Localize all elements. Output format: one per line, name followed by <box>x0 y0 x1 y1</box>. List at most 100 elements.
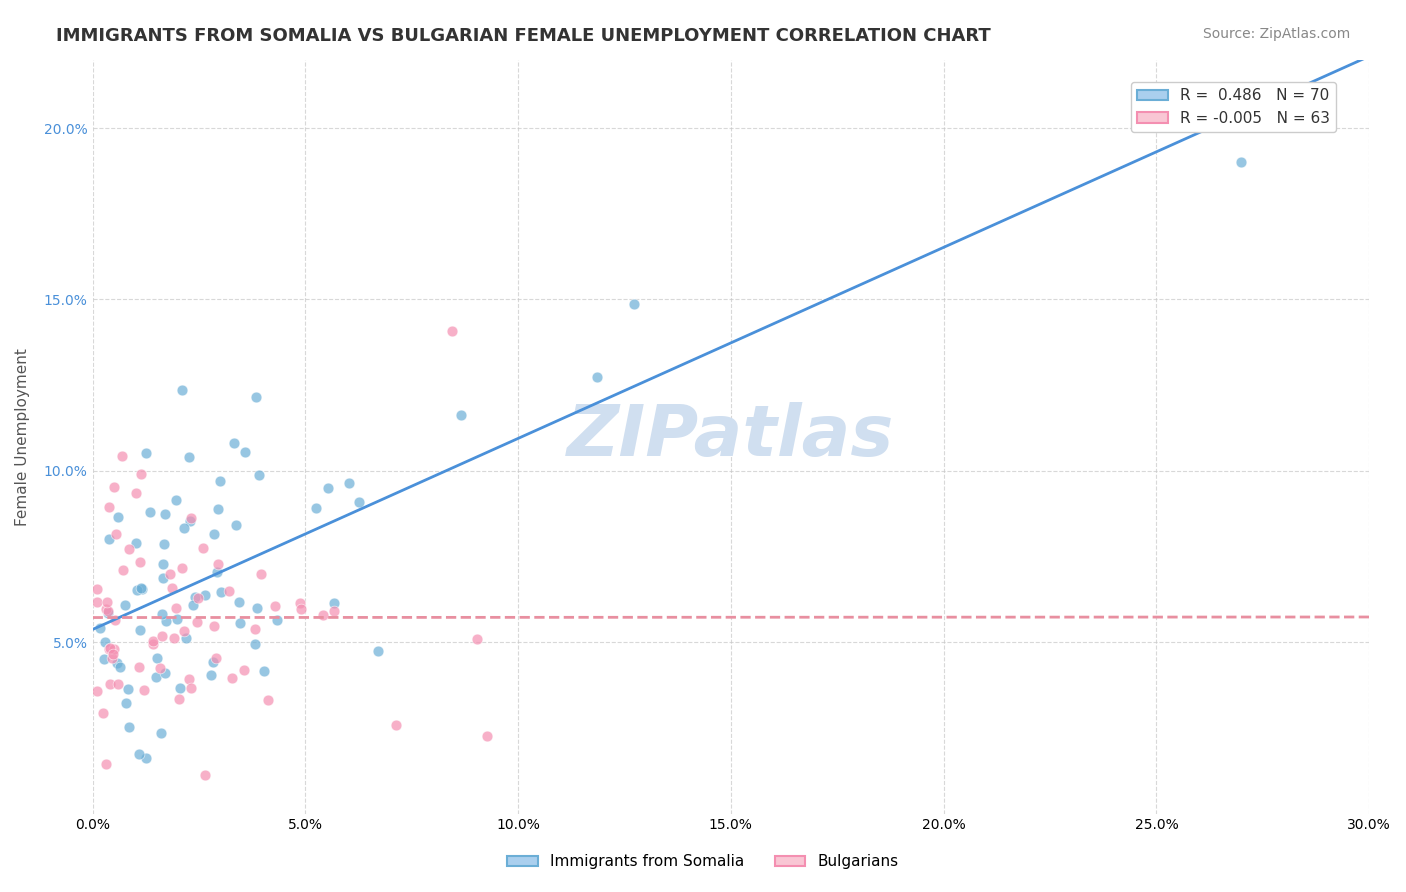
Point <box>205 651 228 665</box>
Point <box>89 621 111 635</box>
Point <box>153 666 176 681</box>
Point <box>118 542 141 557</box>
Point <box>129 624 152 638</box>
Point <box>221 672 243 686</box>
Point <box>86 595 108 609</box>
Point <box>117 682 139 697</box>
Point <box>98 641 121 656</box>
Point <box>202 619 225 633</box>
Point <box>86 683 108 698</box>
Point <box>250 566 273 581</box>
Point <box>209 585 232 599</box>
Point <box>135 751 157 765</box>
Point <box>252 664 274 678</box>
Point <box>108 660 131 674</box>
Point <box>150 725 173 739</box>
Point <box>129 555 152 569</box>
Point <box>218 584 240 599</box>
Point <box>263 599 285 613</box>
Point <box>114 598 136 612</box>
Point <box>129 467 152 481</box>
Point <box>166 612 188 626</box>
Point <box>94 634 117 648</box>
Point <box>146 650 169 665</box>
Point <box>586 370 609 384</box>
Point <box>163 631 186 645</box>
Point <box>172 561 194 575</box>
Point <box>105 526 128 541</box>
Point <box>202 656 225 670</box>
Point <box>194 768 217 782</box>
Point <box>312 607 335 622</box>
Point <box>228 595 250 609</box>
Point <box>318 481 340 495</box>
Point <box>186 615 208 629</box>
Point <box>290 601 312 615</box>
Point <box>187 591 209 605</box>
Point <box>128 660 150 674</box>
Point <box>152 571 174 585</box>
Point <box>98 500 121 514</box>
Point <box>97 606 120 620</box>
Point <box>207 565 229 579</box>
Point <box>194 588 217 602</box>
Point <box>160 582 183 596</box>
Point <box>104 613 127 627</box>
Point <box>367 644 389 658</box>
Point <box>1230 155 1253 169</box>
Point <box>184 590 207 604</box>
Point <box>103 647 125 661</box>
Point <box>124 536 146 550</box>
Point <box>98 641 121 656</box>
Point <box>233 663 256 677</box>
Point <box>347 495 370 509</box>
Point <box>125 582 148 597</box>
Point <box>323 596 346 610</box>
Point <box>169 681 191 695</box>
Point <box>385 718 408 732</box>
Point <box>339 476 361 491</box>
Point <box>155 615 177 629</box>
Y-axis label: Female Unemployment: Female Unemployment <box>15 348 30 525</box>
Text: Source: ZipAtlas.com: Source: ZipAtlas.com <box>1202 27 1350 41</box>
Point <box>170 383 193 397</box>
Point <box>135 446 157 460</box>
Point <box>222 435 245 450</box>
Point <box>179 450 201 464</box>
Point <box>243 637 266 651</box>
Point <box>225 517 247 532</box>
Point <box>112 563 135 577</box>
Point <box>103 642 125 657</box>
Point <box>105 656 128 670</box>
Point <box>467 632 489 646</box>
Point <box>173 624 195 638</box>
Point <box>322 604 344 618</box>
Point <box>114 696 136 710</box>
Point <box>139 505 162 519</box>
Point <box>246 601 269 615</box>
Point <box>233 445 256 459</box>
Point <box>180 681 202 695</box>
Point <box>208 474 231 488</box>
Point <box>86 582 108 597</box>
Point <box>207 501 229 516</box>
Point <box>145 671 167 685</box>
Point <box>93 706 115 721</box>
Point <box>97 604 120 618</box>
Point <box>173 521 195 535</box>
Point <box>93 652 115 666</box>
Point <box>181 598 204 612</box>
Point <box>191 541 214 556</box>
Point <box>98 677 121 691</box>
Point <box>150 629 173 643</box>
Point <box>623 297 645 311</box>
Point <box>200 668 222 682</box>
Point <box>107 510 129 524</box>
Point <box>305 500 328 515</box>
Text: ZIPatlas: ZIPatlas <box>567 402 894 471</box>
Point <box>207 557 229 571</box>
Text: IMMIGRANTS FROM SOMALIA VS BULGARIAN FEMALE UNEMPLOYMENT CORRELATION CHART: IMMIGRANTS FROM SOMALIA VS BULGARIAN FEM… <box>56 27 991 45</box>
Point <box>134 682 156 697</box>
Point <box>103 480 125 494</box>
Legend: R =  0.486   N = 70, R = -0.005   N = 63: R = 0.486 N = 70, R = -0.005 N = 63 <box>1130 82 1336 132</box>
